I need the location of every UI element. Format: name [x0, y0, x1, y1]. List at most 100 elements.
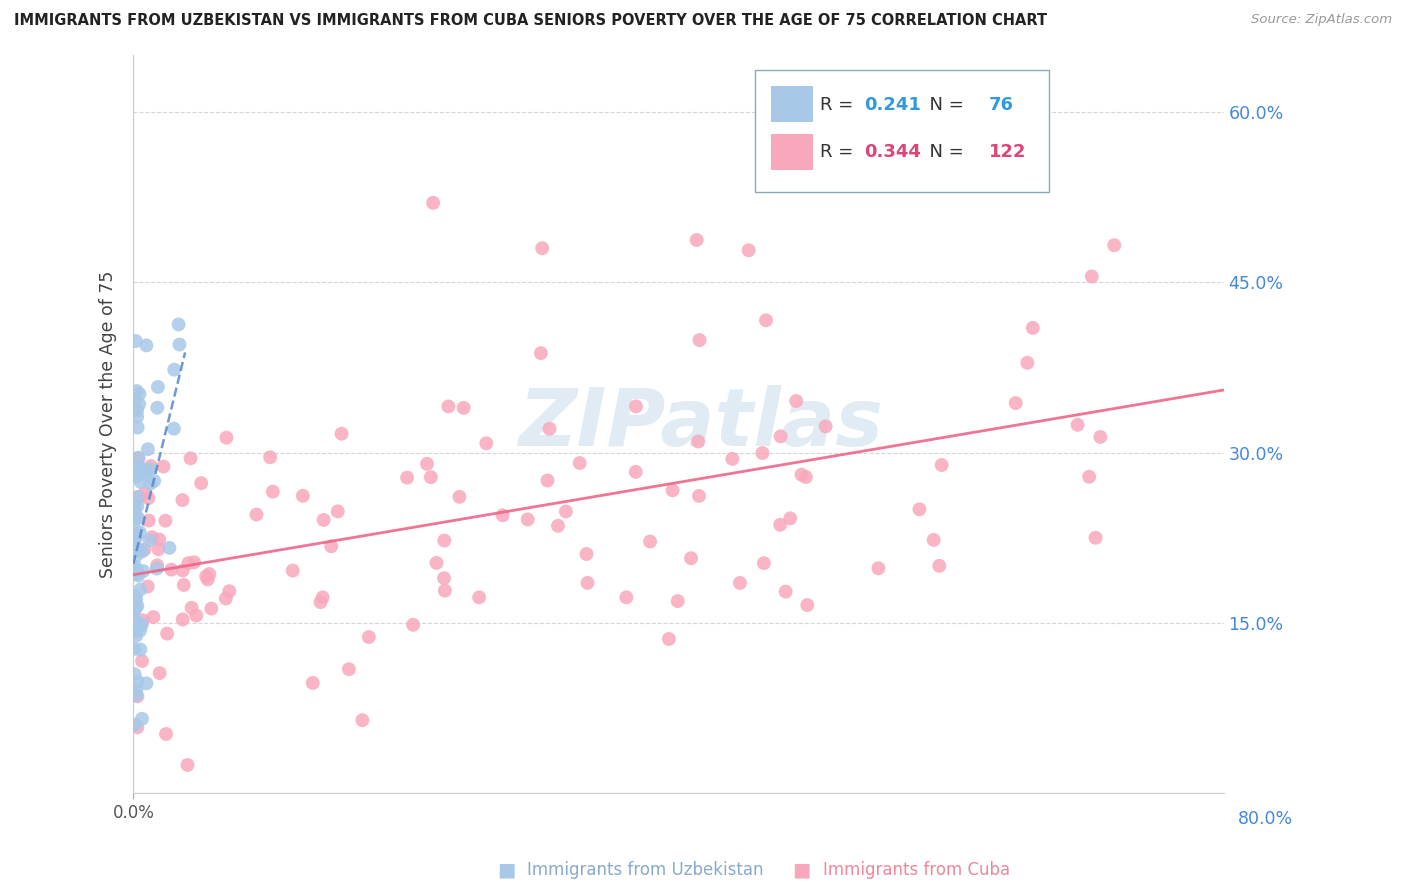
Point — [125, 510, 148, 524]
Point — [135, 464, 157, 478]
Point — [152, 459, 174, 474]
Point — [330, 426, 353, 441]
Point — [124, 504, 146, 518]
Point — [218, 584, 240, 599]
Point — [131, 654, 153, 668]
Point — [575, 547, 598, 561]
Point — [416, 457, 439, 471]
Point — [146, 558, 169, 573]
Point — [291, 489, 314, 503]
Point — [928, 558, 950, 573]
Point — [142, 610, 165, 624]
FancyBboxPatch shape — [755, 70, 1049, 192]
Point — [125, 549, 148, 563]
Point — [681, 551, 703, 566]
Point — [624, 465, 647, 479]
Point — [125, 566, 148, 581]
Point — [425, 556, 447, 570]
Point — [124, 603, 146, 617]
Point — [135, 338, 157, 352]
Point — [796, 598, 818, 612]
Point — [433, 533, 456, 548]
Point — [531, 241, 554, 255]
Point — [128, 451, 150, 466]
Text: 0.241: 0.241 — [863, 95, 921, 113]
Point — [688, 489, 710, 503]
Point — [132, 613, 155, 627]
Point — [128, 490, 150, 504]
Point — [215, 431, 238, 445]
Point — [124, 590, 146, 604]
Point — [127, 420, 149, 434]
Point — [779, 511, 801, 525]
Point — [143, 474, 166, 488]
Point — [468, 591, 491, 605]
Point — [433, 571, 456, 585]
Point — [125, 592, 148, 607]
Point — [167, 318, 190, 332]
Point — [136, 442, 159, 457]
Point — [352, 713, 374, 727]
Point — [262, 484, 284, 499]
Point — [1022, 321, 1045, 335]
Point — [128, 460, 150, 475]
Point — [568, 456, 591, 470]
Point — [536, 474, 558, 488]
Point — [131, 544, 153, 558]
Point — [685, 233, 707, 247]
Point — [516, 512, 538, 526]
Point — [125, 468, 148, 483]
Point — [311, 591, 333, 605]
Point — [312, 513, 335, 527]
Point — [125, 600, 148, 615]
Point — [661, 483, 683, 498]
Point — [139, 462, 162, 476]
Point — [1102, 238, 1125, 252]
Point — [134, 485, 156, 500]
Point — [197, 573, 219, 587]
Point — [132, 564, 155, 578]
Point — [259, 450, 281, 465]
Point — [139, 458, 162, 473]
Point — [301, 676, 323, 690]
Point — [129, 462, 152, 476]
Point — [475, 436, 498, 450]
Text: R =: R = — [820, 95, 859, 113]
Point — [134, 542, 156, 557]
Point — [131, 712, 153, 726]
Text: 0.344: 0.344 — [863, 143, 921, 161]
Point — [129, 475, 152, 489]
Point — [769, 429, 792, 443]
Point — [309, 595, 332, 609]
Point — [149, 666, 172, 681]
Point — [125, 624, 148, 639]
Point — [433, 583, 456, 598]
Point — [125, 629, 148, 643]
Point — [198, 567, 221, 582]
Point — [127, 403, 149, 417]
Point — [124, 717, 146, 731]
Point — [321, 539, 343, 553]
Point — [908, 502, 931, 516]
Point — [419, 470, 441, 484]
Point — [163, 362, 186, 376]
Point — [721, 451, 744, 466]
Point — [215, 591, 238, 606]
Point — [172, 564, 194, 578]
Point — [357, 630, 380, 644]
Point — [124, 506, 146, 520]
Point — [689, 333, 711, 347]
Point — [135, 676, 157, 690]
Point — [146, 380, 169, 394]
Point — [124, 532, 146, 546]
Text: 80.0%: 80.0% — [1237, 810, 1292, 828]
Text: Source: ZipAtlas.com: Source: ZipAtlas.com — [1251, 13, 1392, 27]
Point — [190, 476, 212, 491]
Point — [135, 465, 157, 479]
Point — [931, 458, 953, 472]
Point — [157, 541, 180, 555]
Point — [125, 531, 148, 545]
Point — [737, 244, 759, 258]
Point — [624, 400, 647, 414]
Text: ■: ■ — [496, 860, 516, 880]
